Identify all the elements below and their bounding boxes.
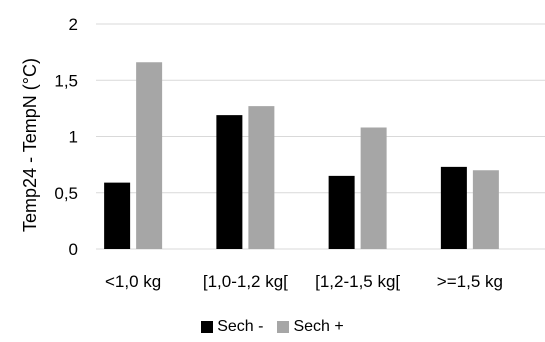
y-axis-label: Temp24 - TempN (°C): [20, 58, 40, 232]
bar-sech-plus: [360, 127, 387, 249]
x-tick-label: >=1,5 kg: [437, 272, 503, 291]
bars: [104, 62, 499, 249]
legend-swatch-sech-minus: [201, 321, 214, 333]
y-tick-label: 2: [69, 15, 78, 34]
legend-label-sech-plus: Sech +: [293, 318, 344, 335]
y-tick-label: 0: [69, 240, 78, 259]
gridlines: [96, 23, 545, 250]
y-tick-label: 0,5: [54, 184, 78, 203]
x-tick-label: <1,0 kg: [105, 272, 161, 291]
bar-sech-plus: [472, 170, 499, 249]
x-tick-label: [1,0-1,2 kg[: [203, 272, 288, 291]
y-tick-label: 1,5: [54, 71, 78, 90]
bar-sech-plus: [136, 62, 163, 249]
bar-sech-minus: [216, 115, 243, 249]
legend-swatch-sech-plus: [277, 321, 290, 333]
bar-sech-plus: [248, 106, 275, 249]
x-tick-label: [1,2-1,5 kg[: [315, 272, 400, 291]
bar-sech-minus: [328, 175, 355, 249]
y-tick-label: 1: [69, 128, 78, 147]
x-tick-labels: <1,0 kg [1,0-1,2 kg[ [1,2-1,5 kg[ >=1,5 kg: [105, 272, 503, 291]
legend-item-sech-minus: Sech -: [201, 318, 263, 336]
legend-label-sech-minus: Sech -: [217, 318, 264, 335]
bar-sech-minus: [440, 166, 467, 249]
bar-sech-minus: [104, 182, 131, 249]
y-tick-labels: 0 0,5 1 1,5 2: [54, 15, 78, 259]
legend: Sech - Sech +: [0, 318, 545, 336]
legend-item-sech-plus: Sech +: [277, 318, 344, 336]
